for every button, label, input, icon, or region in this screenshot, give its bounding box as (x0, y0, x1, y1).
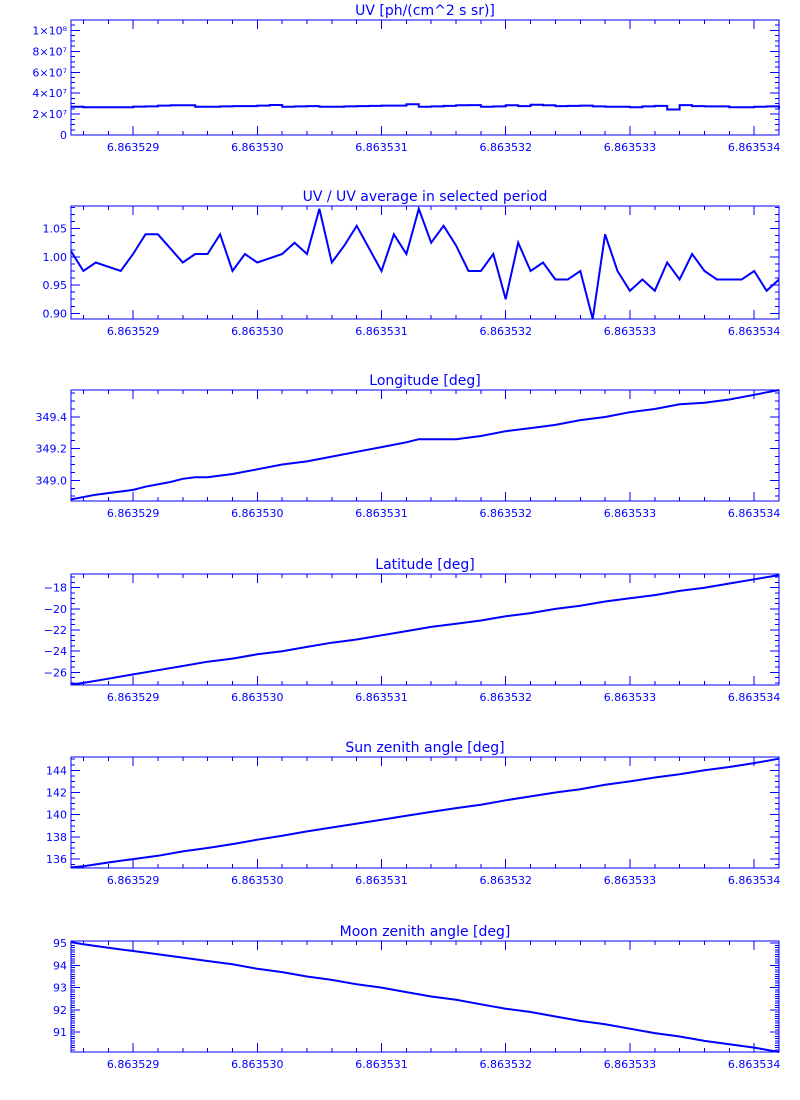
x-tick-label: 6.863531 (355, 141, 408, 154)
x-tick-label: 6.863534 (728, 141, 781, 154)
x-tick-label: 6.863532 (479, 874, 532, 887)
y-tick-label: 144 (46, 764, 67, 777)
x-tick-label: 6.863529 (107, 141, 160, 154)
y-tick-label: 91 (53, 1026, 67, 1039)
x-tick-label: 6.863534 (728, 874, 781, 887)
x-tick-label: 6.863534 (728, 325, 781, 338)
y-tick-label: 0.95 (43, 279, 68, 292)
y-tick-label: 0 (60, 129, 67, 142)
x-tick-label: 6.863531 (355, 874, 408, 887)
x-tick-label: 6.863530 (231, 141, 284, 154)
chart-title: UV [ph/(cm^2 s sr)] (355, 3, 495, 19)
y-tick-label: 93 (53, 982, 67, 995)
series-line (70, 574, 780, 686)
chart-panel-1: UV [ph/(cm^2 s sr)] 6.863529 6.863530 6.863… (32, 3, 780, 154)
chart-panel-2: UV / UV average in selected period 6.8635… (43, 189, 781, 338)
series-line (70, 205, 780, 320)
y-tick-label: 138 (46, 831, 67, 844)
x-tick-label: 6.863531 (355, 325, 408, 338)
y-tick-label: 349.0 (36, 474, 68, 487)
y-tick-label: 8×10⁷ (32, 45, 67, 58)
chart-panel-6: Moon zenith angle [deg] 6.863529 6.863530 6… (53, 924, 780, 1071)
chart-title: UV / UV average in selected period (303, 189, 548, 205)
x-tick-label: 6.863532 (479, 1058, 532, 1071)
y-tick-label: 349.4 (36, 411, 68, 424)
x-tick-label: 6.863530 (231, 874, 284, 887)
x-tick-label: 6.863534 (728, 691, 781, 704)
series-line (70, 389, 780, 501)
chart-panel-3: Longitude [deg] 6.863529 6.863530 6.863531 6… (36, 373, 781, 520)
y-tick-label: −24 (44, 645, 67, 658)
x-tick-label: 6.863529 (107, 874, 160, 887)
y-tick-label: −20 (44, 603, 67, 616)
y-tick-label: 1.05 (43, 223, 68, 236)
y-tick-label: 6×10⁷ (32, 66, 67, 79)
chart-title: Longitude [deg] (369, 373, 480, 389)
chart-panel-4: Latitude [deg] 6.863529 6.863530 6.863531 6.… (44, 557, 781, 704)
y-tick-label: 349.2 (36, 443, 68, 456)
y-tick-label: 95 (53, 937, 67, 950)
chart-title: Latitude [deg] (375, 557, 474, 573)
x-tick-label: 6.863531 (355, 1058, 408, 1071)
x-tick-label: 6.863530 (231, 325, 284, 338)
y-tick-label: 140 (46, 809, 67, 822)
x-tick-label: 6.863533 (604, 874, 657, 887)
x-tick-label: 6.863534 (728, 507, 781, 520)
x-tick-label: 6.863533 (604, 141, 657, 154)
y-tick-label: 92 (53, 1004, 67, 1017)
y-tick-label: −22 (44, 624, 67, 637)
y-tick-label: −26 (44, 666, 67, 679)
x-tick-label: 6.863529 (107, 691, 160, 704)
x-tick-label: 6.863530 (231, 691, 284, 704)
chart-title: Moon zenith angle [deg] (340, 924, 511, 940)
x-tick-label: 6.863529 (107, 1058, 160, 1071)
x-tick-label: 6.863533 (604, 1058, 657, 1071)
x-tick-label: 6.863531 (355, 507, 408, 520)
chart-title: Sun zenith angle [deg] (345, 740, 504, 756)
x-tick-label: 6.863530 (231, 1058, 284, 1071)
x-tick-label: 6.863529 (107, 507, 160, 520)
plot-frame (70, 573, 780, 686)
series-line (70, 941, 780, 1053)
x-tick-label: 6.863529 (107, 325, 160, 338)
x-tick-label: 6.863532 (479, 691, 532, 704)
plot-frame (70, 756, 780, 869)
y-tick-label: 1×10⁸ (32, 24, 67, 37)
plot-frame (70, 205, 780, 320)
y-tick-label: 142 (46, 787, 67, 800)
series-line (70, 757, 780, 869)
x-tick-label: 6.863533 (604, 507, 657, 520)
y-tick-label: 4×10⁷ (32, 87, 67, 100)
x-tick-label: 6.863533 (604, 691, 657, 704)
x-tick-label: 6.863532 (479, 507, 532, 520)
x-tick-label: 6.863530 (231, 507, 284, 520)
x-tick-label: 6.863534 (728, 1058, 781, 1071)
x-tick-label: 6.863532 (479, 325, 532, 338)
y-tick-label: 94 (53, 959, 67, 972)
plot-frame (70, 389, 780, 502)
y-tick-label: 2×10⁷ (32, 108, 67, 121)
y-tick-label: −18 (44, 582, 67, 595)
x-tick-label: 6.863532 (479, 141, 532, 154)
y-tick-label: 136 (46, 853, 67, 866)
chart-panel-5: Sun zenith angle [deg] 6.863529 6.863530 6.… (46, 740, 780, 887)
x-tick-label: 6.863533 (604, 325, 657, 338)
y-tick-label: 1.00 (43, 251, 68, 264)
plot-frame (70, 19, 780, 136)
y-tick-label: 0.90 (43, 307, 68, 320)
series-line (71, 103, 780, 111)
x-tick-label: 6.863531 (355, 691, 408, 704)
